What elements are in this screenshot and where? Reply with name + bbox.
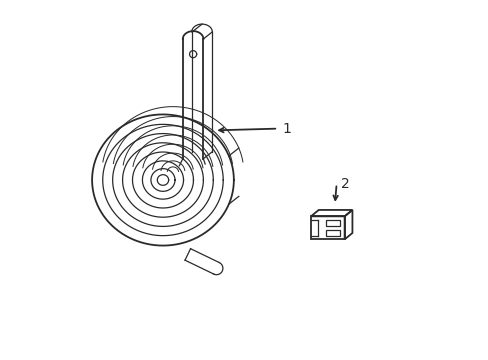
Text: 1: 1 [282,122,291,136]
Text: 2: 2 [340,176,349,190]
